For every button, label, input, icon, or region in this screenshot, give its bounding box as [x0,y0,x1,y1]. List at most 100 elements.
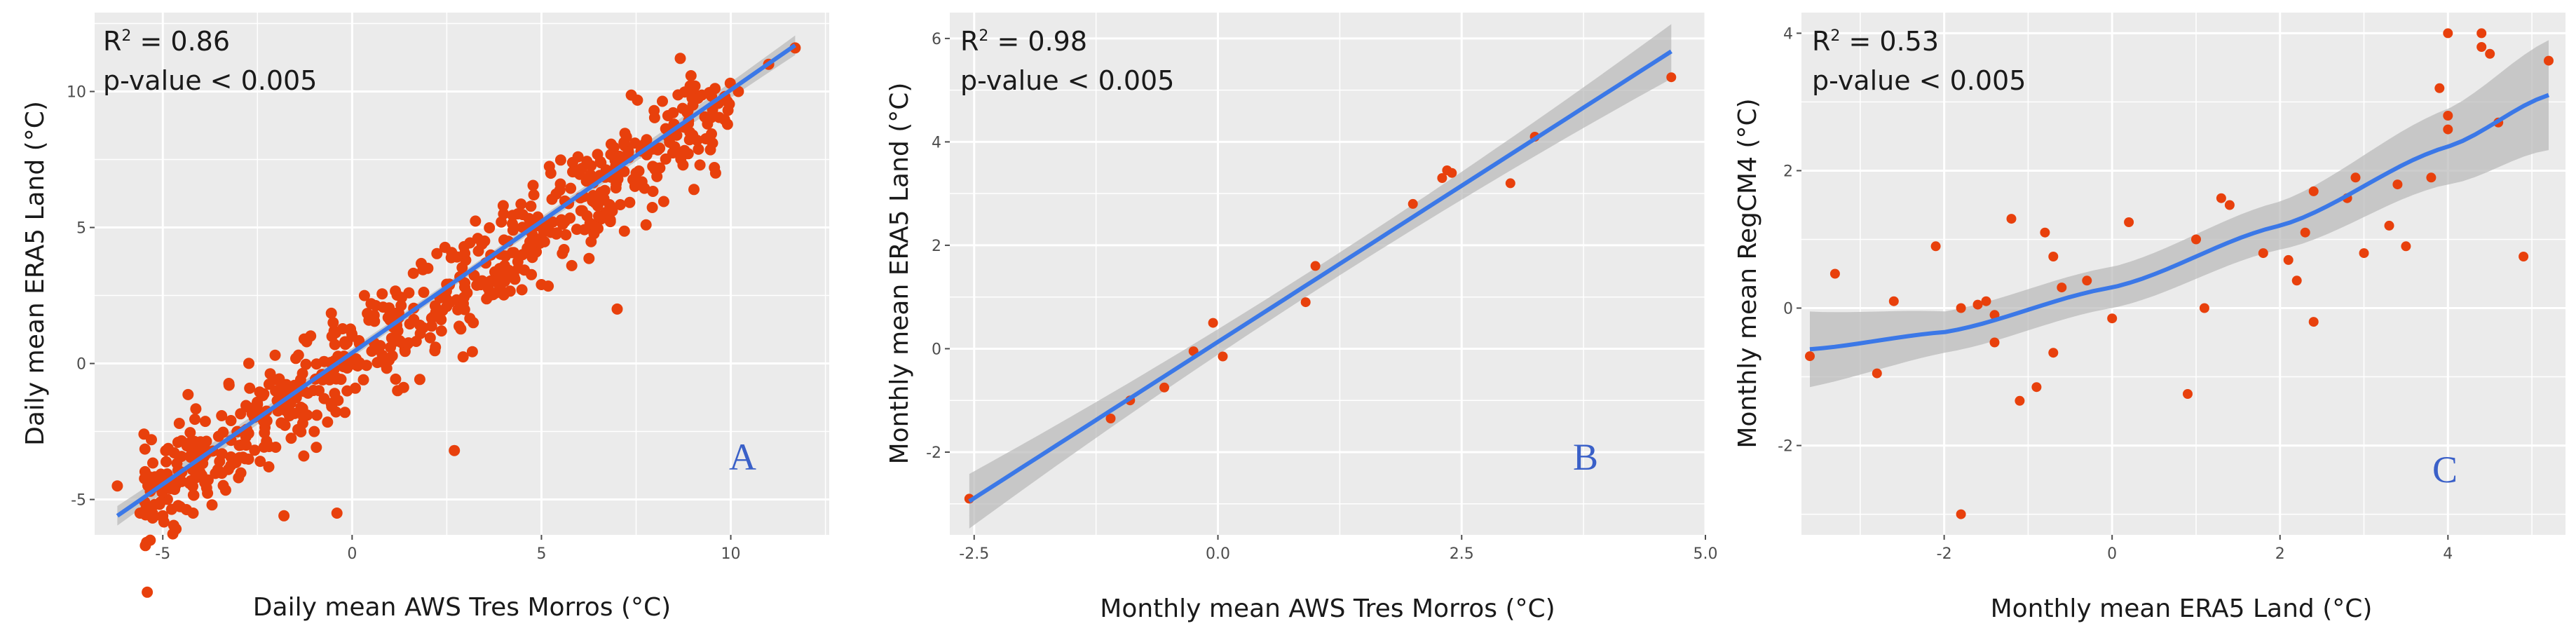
data-point [244,382,256,394]
data-point [2308,186,2319,196]
data-point [2350,172,2361,183]
y-tick-label: 5 [76,220,86,238]
data-point [330,373,342,385]
data-point [2006,214,2017,224]
data-point [694,159,706,171]
data-point [417,264,429,275]
data-point [470,215,482,227]
data-point [249,444,261,456]
data-point [456,301,468,313]
data-point [429,345,441,357]
data-point [311,442,322,454]
y-tick-label: 2 [1783,163,1793,180]
y-tick-label: 4 [1783,25,1793,43]
data-point [1972,299,1983,310]
data-point [498,289,510,301]
data-point [503,264,515,276]
data-point [297,367,308,379]
panel-a-fit-line [116,43,797,518]
data-point [425,320,437,332]
data-point [2485,48,2495,59]
data-point [278,510,290,522]
data-point [155,496,166,508]
data-point [566,259,578,271]
data-point [111,480,123,492]
panel-b-yticks: -2 0 2 4 6 [926,31,950,462]
data-point [382,312,394,323]
data-point [217,426,229,438]
data-point [199,416,211,428]
data-point [636,176,648,188]
panel-b-fit-line [968,49,1672,503]
data-point [555,214,567,226]
panel-b-grid [950,13,1707,535]
data-point [1105,414,1116,423]
x-tick-label: 2 [2275,545,2285,563]
data-point [2124,217,2134,227]
data-point [526,268,538,280]
data-point [318,393,330,404]
data-point [404,318,416,330]
data-point [587,219,599,231]
data-point [2426,172,2437,183]
data-point [714,111,725,123]
panel-b-r2: R2 = 0.98 [960,26,1087,57]
data-point [191,447,203,458]
data-point [138,428,150,440]
data-point [445,252,457,264]
x-tick-label: 5.0 [1694,545,1718,563]
panel-b-xticks: -2.5 0.0 2.5 5.0 [959,535,1718,563]
data-point [550,228,562,240]
data-point [1829,268,1840,279]
panel-c-r2: R2 = 0.53 [1812,26,1939,57]
data-point [269,349,281,361]
data-point [206,499,218,511]
data-point [156,511,168,523]
data-point [2216,193,2226,203]
data-point [235,408,247,420]
data-point [554,154,566,166]
y-tick-label: 4 [932,134,941,151]
x-tick-label: 4 [2443,545,2453,563]
data-point [2048,252,2059,261]
data-point [693,143,704,155]
data-point [285,433,297,444]
data-point [1956,303,1966,313]
panel-b-letter: B [1573,436,1598,478]
data-point [571,224,582,236]
data-point [651,170,663,182]
data-point [2191,234,2201,245]
data-point [459,247,471,259]
data-point [358,290,370,301]
data-point [614,199,626,210]
data-point [311,409,322,421]
data-point [200,435,212,447]
data-point [1888,296,1899,306]
data-point [235,439,247,451]
data-point [618,137,630,149]
panel-a-xlabel: Daily mean AWS Tres Morros (°C) [253,593,671,622]
data-point [654,162,666,174]
y-tick-label: 0 [932,341,941,358]
data-point [683,134,695,146]
data-point [240,400,252,411]
data-point [376,288,388,300]
data-point [2443,111,2453,121]
panel-c-ci-band [1810,40,2549,388]
data-point [2107,313,2118,324]
data-point [254,386,266,398]
data-point [431,247,443,259]
data-point [2476,42,2487,52]
data-point [362,308,374,320]
panel-a-yticks: -5 0 5 10 [67,84,95,510]
panel-b-xlabel: Monthly mean AWS Tres Morros (°C) [1100,594,1555,623]
data-point [585,160,597,172]
data-point [190,403,202,415]
data-point [261,435,273,447]
data-point [2199,303,2209,313]
data-point [468,269,480,281]
panel-c-xticks: -2 0 2 4 [1937,535,2453,563]
data-point [331,508,343,519]
data-point [1505,178,1515,189]
